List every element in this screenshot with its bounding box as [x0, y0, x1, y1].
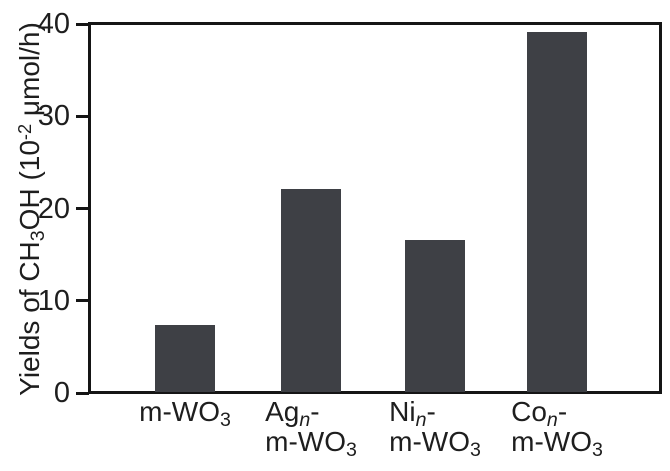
x-tick-label-line: Agn- [265, 396, 320, 431]
x-tick-label-line: m-WO3 [389, 426, 481, 461]
y-tick-mark [76, 299, 89, 303]
x-tick-label-line: m-WO3 [139, 396, 231, 431]
x-tick-label-Con-m-WO3: Con-m-WO3 [511, 396, 603, 461]
bar-Agn-m-WO3 [281, 189, 341, 392]
bar-m-WO3 [155, 324, 215, 392]
plot-frame [88, 22, 662, 394]
y-tick-mark [76, 207, 89, 210]
bar-Nin-m-WO3 [405, 239, 465, 392]
x-tick-label-m-WO3: m-WO3 [139, 396, 231, 431]
x-tick-label-Nin-m-WO3: Nin-m-WO3 [389, 396, 481, 461]
y-tick-mark [76, 22, 89, 26]
y-tick-label: 20 [37, 192, 70, 225]
x-tick-label-line: Con- [511, 396, 568, 431]
x-tick-label-Agn-m-WO3: Agn-m-WO3 [265, 396, 357, 461]
x-tick-label-line: m-WO3 [511, 426, 603, 461]
x-tick-label-line: m-WO3 [265, 426, 357, 461]
y-tick-label: 0 [53, 377, 70, 409]
y-tick-label: 10 [37, 284, 70, 317]
y-tick-label: 30 [37, 100, 70, 133]
x-tick-label-line: Nin- [389, 396, 436, 431]
bar-Con-m-WO3 [527, 32, 587, 392]
y-tick-mark [76, 114, 89, 118]
y-tick-mark [76, 391, 89, 395]
y-tick-label: 40 [37, 8, 70, 40]
